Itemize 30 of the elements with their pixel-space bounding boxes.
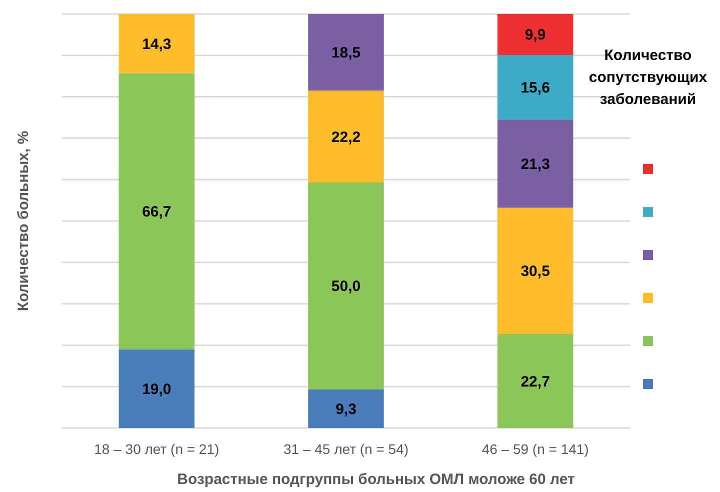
data-label: 66,7 [142, 204, 172, 221]
x-tick-label: 46 – 59 (n = 141) [482, 441, 589, 457]
data-label: 50,0 [331, 278, 361, 296]
data-label: 14,3 [142, 36, 172, 53]
y-axis-title: Количество больных, % [15, 130, 32, 312]
data-label: 22,7 [520, 373, 550, 390]
data-label: 15,6 [520, 80, 550, 97]
bar [118, 349, 195, 428]
bar [308, 14, 384, 91]
bar [497, 120, 574, 208]
x-tick-label: 18 – 30 лет (n = 21) [94, 441, 220, 457]
data-label: 18,5 [331, 44, 361, 62]
x-tick-label: 31 – 45 лет (n = 54) [283, 441, 409, 457]
data-label: 9,9 [524, 26, 546, 44]
bar [308, 182, 384, 390]
data-label: 30,5 [520, 263, 550, 280]
bar [497, 334, 574, 428]
bar [497, 208, 574, 334]
data-label: 21,3 [520, 156, 550, 173]
legend-title: Количество сопутствующих заболеваний [588, 47, 708, 108]
data-label: 22,2 [331, 128, 361, 146]
bar [497, 14, 574, 55]
bar [118, 73, 195, 350]
bar [497, 54, 574, 120]
bar [118, 14, 195, 74]
x-axis-title: Возрастные подгруппы больных ОМЛ моложе 60 лет [177, 471, 575, 488]
bar [308, 390, 384, 428]
bar [308, 90, 384, 182]
data-label: 9,3 [336, 401, 356, 418]
data-label: 19,0 [142, 380, 172, 398]
